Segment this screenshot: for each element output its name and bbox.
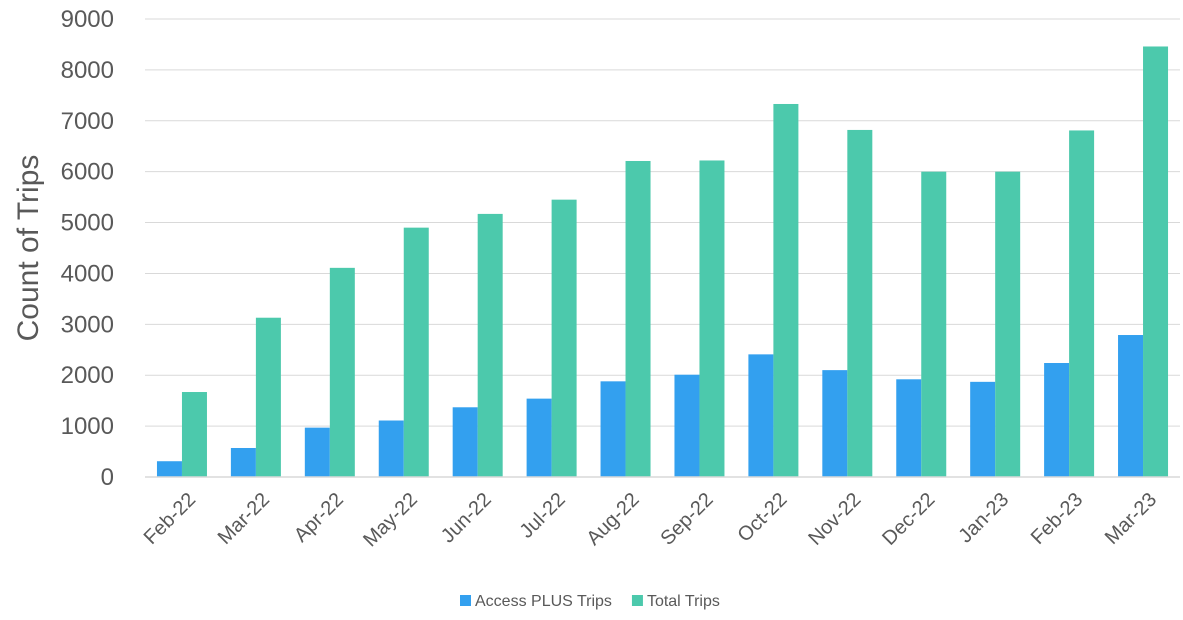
bar-access-plus-mar-22 <box>230 447 256 477</box>
x-tick-label: Mar-23 <box>1101 489 1161 549</box>
bar-access-plus-mar-23 <box>1118 335 1144 477</box>
bar-total-may-22 <box>403 227 429 477</box>
y-tick-label: 0 <box>101 464 114 491</box>
y-tick-label: 4000 <box>61 260 114 287</box>
bar-access-plus-jun-22 <box>452 407 478 477</box>
bar-total-feb-23 <box>1069 130 1095 478</box>
bar-total-jan-23 <box>995 171 1021 477</box>
legend-label: Access PLUS Trips <box>475 593 612 610</box>
bar-access-plus-nov-22 <box>822 370 848 477</box>
bar-total-nov-22 <box>847 129 873 477</box>
gridlines <box>145 18 1180 427</box>
y-tick-label: 6000 <box>61 159 114 186</box>
x-tick-label: Jul-22 <box>516 489 570 543</box>
x-tick-label: Apr-22 <box>290 489 348 547</box>
bar-total-aug-22 <box>625 160 651 478</box>
bars <box>156 46 1169 478</box>
x-tick-label: Jun-22 <box>437 489 496 548</box>
bar-total-apr-22 <box>329 267 355 477</box>
bar-access-plus-oct-22 <box>748 354 774 477</box>
x-tick-label: May-22 <box>359 489 422 552</box>
bar-access-plus-sep-22 <box>674 374 700 477</box>
x-tick-label: Aug-22 <box>583 489 644 550</box>
y-tick-label: 2000 <box>61 362 114 389</box>
bar-total-jun-22 <box>477 213 503 477</box>
bar-access-plus-jul-22 <box>526 398 552 477</box>
x-tick-label: Feb-23 <box>1027 489 1087 549</box>
bar-total-oct-22 <box>773 103 799 478</box>
y-tick-label: 5000 <box>61 210 114 237</box>
y-tick-label: 3000 <box>61 311 114 338</box>
y-tick-label: 9000 <box>61 6 114 33</box>
legend: Access PLUS Trips Total Trips <box>460 593 720 610</box>
y-tick-label: 1000 <box>61 413 114 440</box>
bar-total-sep-22 <box>699 160 725 477</box>
bar-total-jul-22 <box>551 199 577 477</box>
bar-total-feb-22 <box>181 392 207 477</box>
bar-access-plus-feb-22 <box>156 461 182 477</box>
bar-access-plus-feb-23 <box>1044 363 1070 477</box>
y-tick-labels: 0 1000 2000 3000 4000 5000 6000 7000 8000 9000 <box>61 6 114 491</box>
bar-total-mar-22 <box>255 317 281 477</box>
bar-access-plus-aug-22 <box>600 381 626 477</box>
bar-access-plus-jan-23 <box>970 381 996 477</box>
legend-label: Total Trips <box>647 593 720 610</box>
x-tick-label: Dec-22 <box>878 489 939 550</box>
y-tick-label: 8000 <box>61 57 114 84</box>
x-tick-label: Oct-22 <box>734 489 792 547</box>
x-tick-label: Feb-22 <box>140 489 200 549</box>
bar-total-mar-23 <box>1143 46 1169 477</box>
bar-access-plus-may-22 <box>378 420 404 477</box>
x-tick-label: Mar-22 <box>214 489 274 549</box>
legend-swatch <box>631 595 643 606</box>
legend-swatch <box>460 595 471 606</box>
x-tick-label: Nov-22 <box>804 489 865 550</box>
y-axis-title: Count of Trips <box>12 155 45 342</box>
x-tick-label: Jan-23 <box>955 489 1014 548</box>
x-tick-label: Sep-22 <box>656 489 717 550</box>
bar-total-dec-22 <box>921 171 947 477</box>
y-tick-label: 7000 <box>61 108 114 135</box>
bar-access-plus-dec-22 <box>896 379 922 477</box>
x-tick-labels: Feb-22 Mar-22 Apr-22 May-22 Jun-22 Jul-22 Aug-… <box>140 489 1161 552</box>
bar-access-plus-apr-22 <box>304 427 330 477</box>
